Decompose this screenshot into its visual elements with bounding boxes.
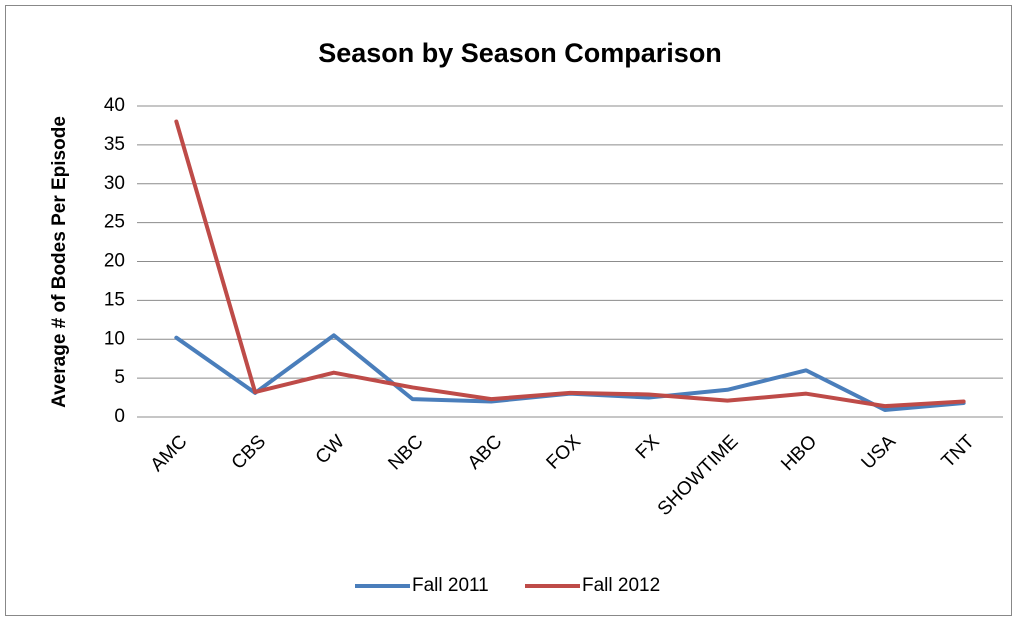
chart-title: Season by Season Comparison [318, 38, 722, 68]
y-axis-label: Average # of Bodes Per Episode [49, 116, 70, 408]
y-tick-label: 20 [104, 251, 125, 272]
y-tick-label: 35 [104, 134, 125, 155]
y-tick-label: 10 [104, 328, 125, 349]
y-tick-label: 30 [104, 173, 125, 194]
y-tick-label: 15 [104, 289, 125, 310]
y-tick-label: 5 [114, 367, 125, 388]
y-tick-label: 25 [104, 212, 125, 233]
legend-label: Fall 2012 [582, 575, 660, 596]
legend-label: Fall 2011 [412, 575, 489, 596]
chart-border [5, 5, 1012, 616]
series-line [174, 119, 966, 409]
y-tick-label: 40 [104, 95, 125, 116]
y-tick-label: 0 [114, 406, 125, 427]
